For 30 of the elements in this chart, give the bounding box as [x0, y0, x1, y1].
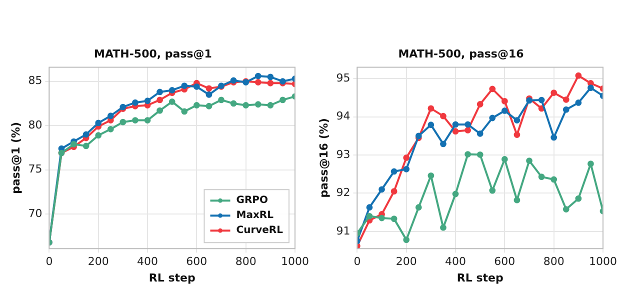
y-tick-label: 80	[28, 118, 42, 132]
y-tick-label: 91	[336, 224, 350, 238]
y-tick-label: 75	[28, 162, 42, 176]
x-axis-title: RL step	[148, 271, 196, 284]
y-tick-label: 85	[28, 74, 42, 88]
x-tick-label: 200	[88, 255, 109, 268]
legend-label: MaxRL	[236, 210, 274, 222]
x-tick-label: 600	[494, 255, 516, 268]
x-tick-label: 600	[186, 255, 208, 268]
x-tick-label: 0	[354, 255, 361, 268]
x-tick-label: 1000	[281, 255, 310, 268]
legend-label: GRPO	[236, 195, 268, 206]
chart-title: MATH-500, pass@1	[94, 47, 212, 60]
y-tick-label: 94	[336, 110, 350, 123]
x-tick-label: 400	[137, 255, 158, 268]
x-tick-label: 800	[543, 255, 564, 268]
y-axis-title: pass@16 (%)	[317, 118, 330, 198]
x-tick-label: 400	[445, 255, 466, 268]
x-tick-label: 800	[235, 255, 256, 268]
y-axis-title: pass@1 (%)	[9, 122, 22, 194]
y-tick-label: 93	[336, 148, 350, 161]
x-tick-label: 200	[396, 255, 417, 268]
y-tick-label: 95	[336, 72, 350, 85]
legend-label: CurveRL	[236, 225, 284, 236]
chart-title: MATH-500, pass@16	[398, 47, 524, 60]
y-tick-label: 92	[336, 186, 350, 200]
x-tick-label: 1000	[589, 255, 618, 268]
y-tick-label: 70	[28, 206, 42, 220]
x-tick-label: 0	[46, 255, 53, 268]
x-axis-title: RL step	[456, 271, 504, 284]
